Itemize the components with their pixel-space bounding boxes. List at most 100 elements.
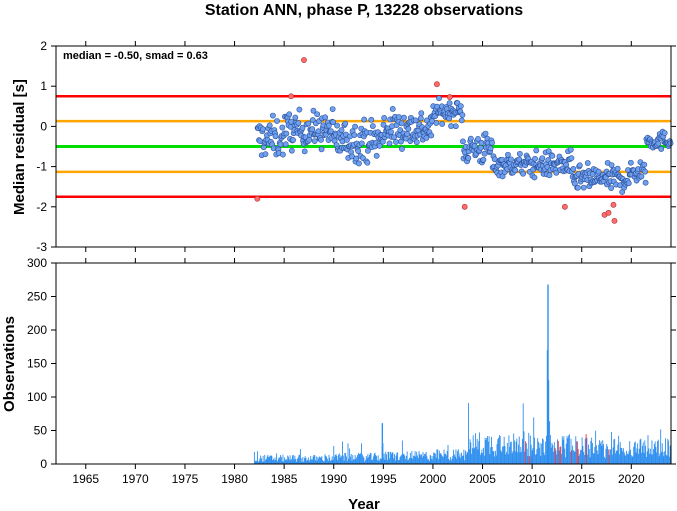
residual-point bbox=[288, 147, 295, 154]
residual-point bbox=[309, 126, 316, 133]
residual-point bbox=[489, 139, 495, 146]
residual-point bbox=[401, 114, 407, 121]
residual-point bbox=[480, 156, 487, 163]
residual-point bbox=[614, 165, 621, 172]
chart-title: Station ANN, phase P, 13228 observations bbox=[205, 2, 523, 19]
residual-points bbox=[254, 57, 674, 224]
residual-point bbox=[283, 130, 290, 137]
x-tick-label: 1980 bbox=[221, 472, 248, 486]
residual-point bbox=[355, 148, 362, 155]
residual-point bbox=[314, 111, 321, 118]
outlier-point bbox=[611, 217, 618, 224]
outlier-point bbox=[288, 93, 294, 100]
observations-y-ticks: 0 50 100 150 200 250 300 bbox=[27, 256, 676, 471]
x-tick-label: 1970 bbox=[122, 472, 149, 486]
residual-point bbox=[423, 135, 430, 141]
residual-point bbox=[532, 155, 538, 162]
residual-point bbox=[315, 128, 322, 135]
residual-point bbox=[272, 133, 279, 140]
residual-point bbox=[570, 166, 577, 172]
residual-point bbox=[329, 106, 336, 112]
residual-point bbox=[446, 115, 453, 122]
residual-y-axis-label: Median residual [s] bbox=[11, 79, 28, 215]
residual-point bbox=[457, 103, 464, 109]
residual-point bbox=[373, 152, 380, 159]
residual-point bbox=[398, 120, 405, 127]
outlier-point bbox=[461, 203, 468, 210]
residual-y-tick-label: -3 bbox=[36, 240, 47, 254]
residual-point bbox=[338, 127, 345, 134]
residual-point bbox=[376, 142, 383, 149]
residual-point bbox=[584, 160, 591, 166]
residual-point bbox=[393, 139, 399, 145]
residual-point bbox=[286, 111, 293, 118]
residual-point bbox=[412, 117, 419, 124]
residual-y-tick-label: -2 bbox=[36, 200, 47, 214]
residual-point bbox=[295, 120, 302, 126]
x-tick-label: 2015 bbox=[568, 472, 595, 486]
outlier-point bbox=[434, 81, 440, 88]
residual-point bbox=[282, 141, 289, 148]
x-axis-label: Year bbox=[348, 496, 380, 511]
residual-point bbox=[608, 162, 615, 168]
residual-point bbox=[595, 168, 602, 175]
residual-point bbox=[330, 119, 337, 126]
residual-point bbox=[274, 118, 280, 124]
residual-point bbox=[512, 167, 519, 174]
residual-point bbox=[531, 174, 538, 181]
residual-point bbox=[487, 145, 494, 152]
residual-point bbox=[576, 162, 583, 169]
x-tick-label: 2000 bbox=[420, 472, 447, 486]
residual-point bbox=[546, 172, 553, 179]
residual-point bbox=[279, 124, 286, 131]
observations-y-tick-label: 50 bbox=[34, 424, 48, 438]
residual-point bbox=[301, 148, 308, 155]
residual-point bbox=[292, 114, 299, 121]
residual-point bbox=[418, 110, 425, 117]
x-tick-label: 2020 bbox=[618, 472, 645, 486]
residual-point bbox=[353, 155, 360, 162]
outlier-point bbox=[610, 201, 617, 208]
residual-point bbox=[266, 122, 273, 129]
residual-point bbox=[259, 126, 266, 133]
residual-point bbox=[399, 146, 405, 152]
residual-point bbox=[658, 146, 665, 152]
residual-point bbox=[478, 139, 485, 146]
residual-point bbox=[391, 134, 397, 141]
residual-point bbox=[334, 122, 340, 129]
residual-point bbox=[608, 185, 615, 191]
outlier-point bbox=[561, 203, 568, 210]
residual-point bbox=[627, 159, 634, 166]
residual-point bbox=[428, 132, 435, 139]
observations-y-axis-label: Observations bbox=[1, 316, 18, 412]
residual-point bbox=[343, 137, 350, 143]
x-tick-label: 1975 bbox=[172, 472, 199, 486]
residual-point bbox=[388, 129, 394, 135]
residual-point bbox=[358, 140, 365, 147]
x-tick-label: 2005 bbox=[469, 472, 496, 486]
residual-point bbox=[516, 150, 523, 157]
residual-point bbox=[352, 123, 358, 130]
residual-y-tick-label: 2 bbox=[40, 39, 47, 53]
residual-point bbox=[482, 130, 489, 137]
residual-point bbox=[368, 116, 375, 123]
observations-plot-frame bbox=[56, 263, 671, 464]
residual-point bbox=[280, 151, 286, 158]
outlier-point bbox=[301, 57, 307, 63]
residual-point bbox=[505, 151, 511, 158]
residual-point bbox=[452, 123, 459, 130]
residual-point bbox=[539, 155, 546, 162]
residual-point bbox=[290, 137, 296, 143]
residual-point bbox=[389, 106, 396, 112]
residual-point bbox=[567, 146, 574, 153]
residual-point bbox=[580, 184, 587, 191]
residual-point bbox=[381, 115, 388, 121]
residual-point bbox=[380, 121, 387, 128]
residual-point bbox=[642, 168, 648, 175]
observations-y-tick-label: 150 bbox=[27, 357, 47, 371]
residual-point bbox=[439, 121, 446, 127]
residual-plot-border bbox=[55, 45, 672, 248]
residual-point bbox=[465, 155, 472, 162]
residual-point bbox=[299, 124, 306, 131]
residual-point bbox=[318, 136, 324, 143]
